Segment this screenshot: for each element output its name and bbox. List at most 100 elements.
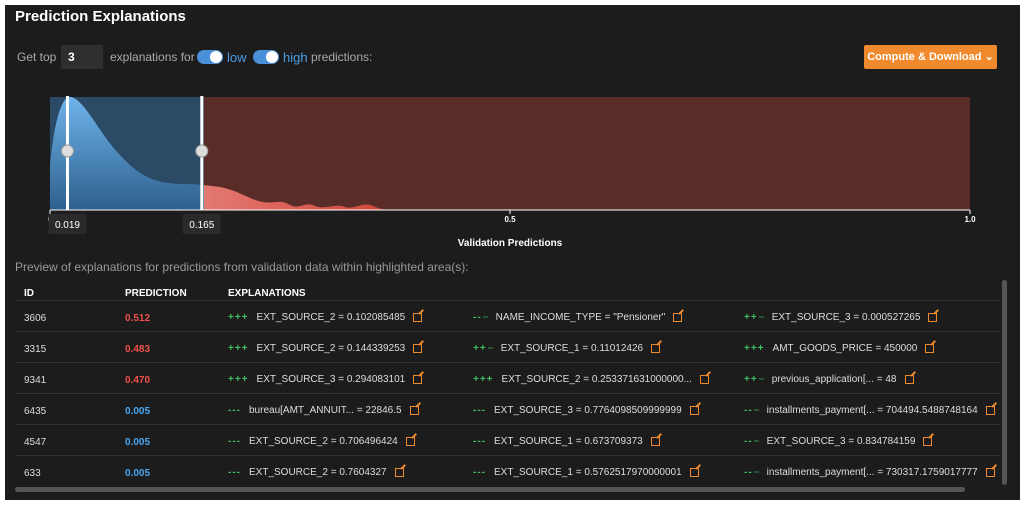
strength: -- [744,405,753,416]
strength: -- [473,312,482,323]
explanation-cell: ++ previous_application[... = 48 [744,374,914,385]
open-link[interactable] [413,312,423,322]
prediction-cell: 0.483 [125,344,151,355]
column-header: PREDICTION [125,288,187,299]
explanation-cell: --- EXT_SOURCE_1 = 0.673709373 [473,436,660,447]
open-link[interactable] [985,467,995,477]
strength: ++ [744,312,758,323]
explanation-cell: --- EXT_SOURCE_1 = 0.5762517970000001 [473,467,699,478]
horizontal-scrollbar[interactable] [15,487,965,492]
prediction-cell: 0.005 [125,406,151,417]
label: predictions: [311,50,373,64]
strength: +++ [744,343,765,354]
explanation-cell: ++ EXT_SOURCE_3 = 0.000527265 [744,312,938,323]
explanation-text: installments_payment[... = 704494.548874… [766,405,978,416]
explanation-cell: --- EXT_SOURCE_2 = 0.7604327 [228,467,404,478]
strength-faint [487,347,493,350]
open-link[interactable] [923,436,933,446]
preview-text: Preview of explanations for predictions … [15,260,469,274]
open-link[interactable] [689,405,699,415]
x-tick-label: 0.5 [504,215,516,224]
column-header: EXPLANATIONS [228,288,306,299]
label: high [283,50,308,65]
strength-faint [753,440,759,443]
strength: ++ [473,343,487,354]
explanation-cell: -- EXT_SOURCE_3 = 0.834784159 [744,436,933,447]
open-link[interactable] [394,467,404,477]
explanation-text: EXT_SOURCE_3 = 0.000527265 [771,312,921,323]
strength: --- [473,436,486,447]
open-link[interactable] [413,374,423,384]
prediction-cell: 0.470 [125,375,151,386]
id-cell: 3315 [24,344,47,355]
explanation-text: EXT_SOURCE_2 = 0.144339253 [256,343,406,354]
strength-faint [753,409,759,412]
open-link[interactable] [673,312,683,322]
slider-handle[interactable] [60,144,74,158]
explanation-cell: -- installments_payment[... = 704494.5488… [744,405,995,416]
button-label: Compute & Download [867,51,982,63]
strength: --- [228,467,241,478]
open-link[interactable] [689,467,699,477]
explanation-text: AMT_GOODS_PRICE = 450000 [772,343,918,354]
density-low [50,96,204,210]
id-cell: 9341 [24,375,47,386]
strength: +++ [228,312,249,323]
explanation-text: previous_application[... = 48 [771,374,897,385]
strength: -- [744,436,753,447]
prediction-cell: 0.512 [125,313,151,324]
strength: -- [744,467,753,478]
open-link[interactable] [904,374,914,384]
id-cell: 4547 [24,437,47,448]
row-separator [15,455,1000,456]
open-link[interactable] [985,405,995,415]
high-toggle[interactable] [253,50,279,64]
strength: +++ [228,343,249,354]
open-link[interactable] [928,312,938,322]
explanation-text: EXT_SOURCE_1 = 0.11012426 [500,343,644,354]
count-input[interactable]: 3 [61,45,103,69]
id-cell: 6435 [24,406,47,417]
explanation-text: EXT_SOURCE_2 = 0.253371631000000... [501,374,692,385]
explanation-cell: --- EXT_SOURCE_2 = 0.706496424 [228,436,415,447]
strength: --- [228,405,241,416]
density-high [204,185,390,210]
explanation-cell: ++ EXT_SOURCE_1 = 0.11012426 [473,343,661,354]
explanation-text: installments_payment[... = 730317.175901… [766,467,978,478]
slider-handle[interactable] [195,144,209,158]
open-link[interactable] [925,343,935,353]
explanation-cell: +++ EXT_SOURCE_2 = 0.253371631000000... [473,374,709,385]
strength-faint [753,471,759,474]
vertical-scrollbar[interactable] [1002,280,1007,485]
open-link[interactable] [651,343,661,353]
explanation-cell: -- installments_payment[... = 730317.1759… [744,467,995,478]
title: Prediction Explanations [15,8,186,25]
open-link[interactable] [650,436,660,446]
open-link[interactable] [405,436,415,446]
strength: ++ [744,374,758,385]
prediction-cell: 0.005 [125,437,151,448]
explanation-cell: +++ EXT_SOURCE_2 = 0.144339253 [228,343,423,354]
strength: --- [473,405,486,416]
open-link[interactable] [413,343,423,353]
explanation-text: EXT_SOURCE_1 = 0.673709373 [494,436,643,447]
strength: +++ [473,374,494,385]
row-separator [15,331,1000,332]
compute-button[interactable]: Compute & Download ⌄ [864,45,997,69]
panel: Prediction Explanations Get top 3 explan… [5,5,1020,500]
open-link[interactable] [699,374,709,384]
explanation-cell: +++ AMT_GOODS_PRICE = 450000 [744,343,935,354]
open-link[interactable] [409,405,419,415]
low-toggle[interactable] [197,50,223,64]
strength-faint [758,316,764,319]
x-axis-label: Validation Predictions [458,238,563,249]
explanation-cell: +++ EXT_SOURCE_2 = 0.102085485 [228,312,423,323]
threshold-label: 0.019 [55,220,80,231]
explanation-cell: -- NAME_INCOME_TYPE = "Pensioner" [473,312,683,323]
id-cell: 3606 [24,313,47,324]
strength-faint [482,316,488,319]
explanation-text: EXT_SOURCE_2 = 0.102085485 [256,312,406,323]
explanation-text: NAME_INCOME_TYPE = "Pensioner" [495,312,666,323]
row-separator [15,424,1000,425]
